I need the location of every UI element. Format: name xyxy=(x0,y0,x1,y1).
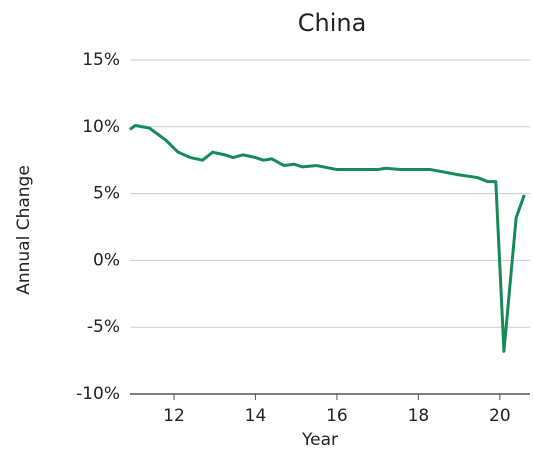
data-line xyxy=(129,123,526,353)
x-tick-label: 12 xyxy=(163,406,185,426)
x-tick-label: 20 xyxy=(489,406,511,426)
chart-title: China xyxy=(298,9,367,37)
y-tick-label: 5% xyxy=(93,184,120,204)
y-tick-label: 15% xyxy=(82,50,120,70)
x-tick-label: 14 xyxy=(245,406,267,426)
x-axis-label: Year xyxy=(301,430,338,450)
x-tick-label: 18 xyxy=(408,406,430,426)
y-tick-label: -5% xyxy=(87,317,120,337)
y-tick-label: 0% xyxy=(93,250,120,270)
y-tick-label: 10% xyxy=(82,117,120,137)
x-tick-label: 16 xyxy=(326,406,348,426)
y-tick-label: -10% xyxy=(76,384,120,404)
y-axis-label: Annual Change xyxy=(14,165,34,295)
